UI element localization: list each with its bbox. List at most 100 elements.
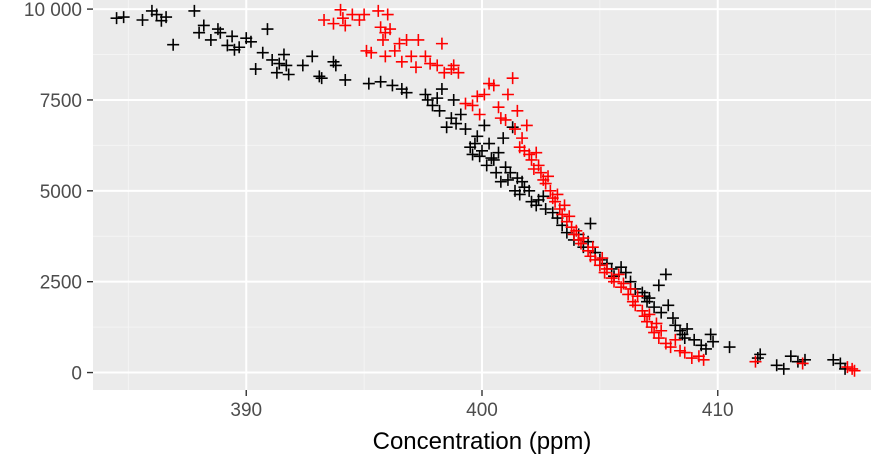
data-point-series-1: [473, 150, 486, 163]
data-point-series-2: [447, 59, 460, 72]
data-point-series-2: [650, 317, 663, 330]
data-point-series-1: [666, 312, 679, 325]
data-point-series-2: [558, 199, 571, 212]
data-point-series-1: [619, 266, 632, 279]
data-point-series-1: [204, 33, 217, 46]
data-point-series-1: [468, 137, 481, 150]
data-point-series-2: [697, 353, 710, 366]
data-point-series-1: [270, 66, 283, 79]
data-point-series-1: [523, 184, 536, 197]
data-point-series-2: [530, 146, 543, 159]
data-point-series-1: [584, 217, 597, 230]
data-point-series-2: [596, 252, 609, 265]
data-point-series-1: [478, 119, 491, 132]
data-point-series-2: [487, 79, 500, 92]
data-point-series-1: [329, 59, 342, 72]
data-point-series-2: [624, 282, 637, 295]
data-point-series-2: [593, 259, 606, 272]
data-point-series-2: [669, 333, 682, 346]
data-point-series-2: [511, 104, 524, 117]
data-point-series-2: [379, 50, 392, 63]
data-point-series-2: [339, 19, 352, 32]
data-point-series-1: [426, 99, 439, 112]
data-point-series-2: [622, 288, 635, 301]
data-point-series-1: [273, 57, 286, 70]
data-point-series-1: [431, 92, 444, 105]
data-point-series-1: [681, 322, 694, 335]
data-point-series-2: [544, 184, 557, 197]
data-point-series-1: [296, 59, 309, 72]
data-point-series-1: [655, 306, 668, 319]
data-point-series-2: [334, 3, 347, 16]
data-point-series-2: [652, 332, 665, 345]
data-point-series-2: [346, 8, 359, 21]
data-point-series-2: [612, 268, 625, 281]
data-point-series-1: [530, 199, 543, 212]
data-point-series-2: [492, 101, 505, 114]
data-point-series-1: [454, 108, 467, 121]
data-point-series-1: [110, 12, 123, 25]
data-point-series-1: [339, 73, 352, 86]
data-point-series-2: [466, 99, 479, 112]
data-point-series-1: [188, 4, 201, 17]
data-point-series-1: [492, 146, 505, 159]
data-point-series-2: [532, 159, 545, 172]
data-point-series-1: [485, 152, 498, 165]
data-point-series-2: [381, 8, 394, 21]
data-point-series-1: [723, 341, 736, 354]
data-point-series-2: [556, 208, 569, 221]
y-axis: 0 2500 5000 7500 10 000: [24, 0, 93, 385]
x-axis: 390 400 410: [230, 390, 734, 421]
data-point-series-2: [549, 195, 562, 208]
data-point-series-1: [447, 93, 460, 106]
data-point-series-1: [433, 104, 446, 117]
data-point-series-1: [487, 153, 500, 166]
data-point-series-1: [652, 279, 665, 292]
y-tick-label: 0: [71, 364, 82, 385]
data-point-series-1: [244, 35, 257, 48]
data-point-series-2: [365, 46, 378, 59]
data-point-series-2: [664, 341, 677, 354]
data-point-series-2: [372, 4, 385, 17]
data-point-series-2: [608, 275, 621, 288]
data-point-series-1: [659, 268, 672, 281]
data-point-series-1: [678, 332, 691, 345]
data-point-series-1: [827, 353, 840, 366]
data-point-series-1: [497, 132, 510, 145]
data-point-series-1: [504, 166, 517, 179]
data-point-series-1: [480, 159, 493, 172]
data-point-series-2: [336, 12, 349, 25]
data-point-series-1: [306, 50, 319, 63]
data-point-series-1: [501, 173, 514, 186]
data-point-series-2: [563, 210, 576, 223]
data-point-series-2: [525, 153, 538, 166]
data-point-series-1: [282, 68, 295, 81]
data-point-series-1: [643, 292, 656, 305]
data-point-series-2: [848, 364, 861, 377]
major-gridlines: [93, 0, 871, 390]
data-point-series-2: [395, 55, 408, 68]
data-point-series-2: [501, 88, 514, 101]
data-point-series-2: [424, 57, 437, 70]
data-point-series-1: [249, 63, 262, 76]
data-point-series-1: [459, 123, 472, 136]
data-point-series-2: [534, 166, 547, 179]
data-point-series-1: [313, 70, 326, 83]
y-tick-label: 10 000: [24, 0, 82, 21]
data-point-series-1: [539, 202, 552, 215]
data-point-series-1: [662, 299, 675, 312]
data-point-series-1: [167, 38, 180, 51]
data-point-series-2: [617, 277, 630, 290]
data-point-series-2: [376, 33, 389, 46]
data-point-series-1: [440, 121, 453, 134]
data-point-series-1: [707, 335, 720, 348]
data-point-series-1: [386, 79, 399, 92]
data-point-series-2: [506, 72, 519, 85]
data-point-series-2: [400, 33, 413, 46]
data-point-series-1: [400, 86, 413, 99]
data-point-series-2: [471, 90, 484, 103]
data-point-series-1: [256, 46, 269, 59]
data-point-series-2: [539, 177, 552, 190]
data-point-series-2: [577, 232, 590, 245]
